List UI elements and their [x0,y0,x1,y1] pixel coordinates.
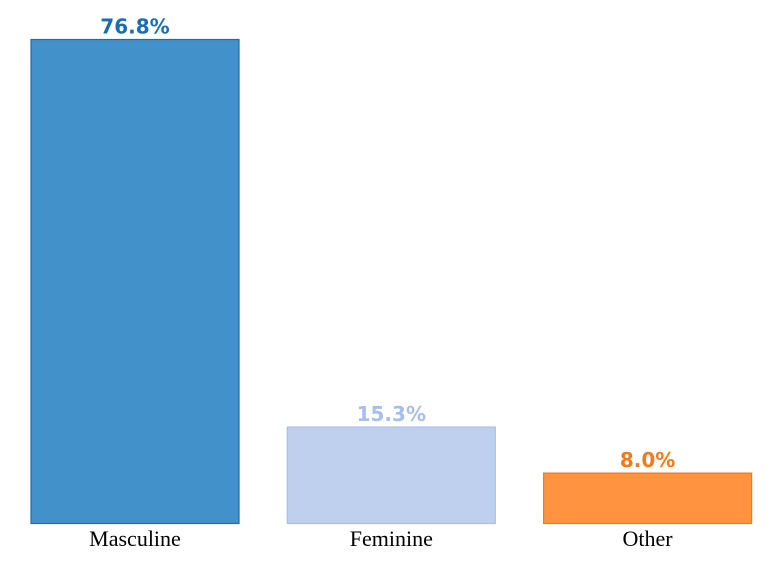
category-label-other: Other [623,526,674,551]
value-label-feminine: 15.3% [357,402,426,426]
category-label-masculine: Masculine [89,526,181,551]
category-labels-group: Masculine Feminine Other [89,526,673,551]
value-labels-group: 76.8% 15.3% 8.0% [100,15,675,473]
bar-other [542,472,753,525]
value-label-masculine: 76.8% [100,15,169,39]
value-label-other: 8.0% [620,448,675,472]
bar-masculine [30,38,240,525]
bars-group [30,38,753,525]
bar-feminine [286,426,496,525]
category-label-feminine: Feminine [350,526,433,551]
